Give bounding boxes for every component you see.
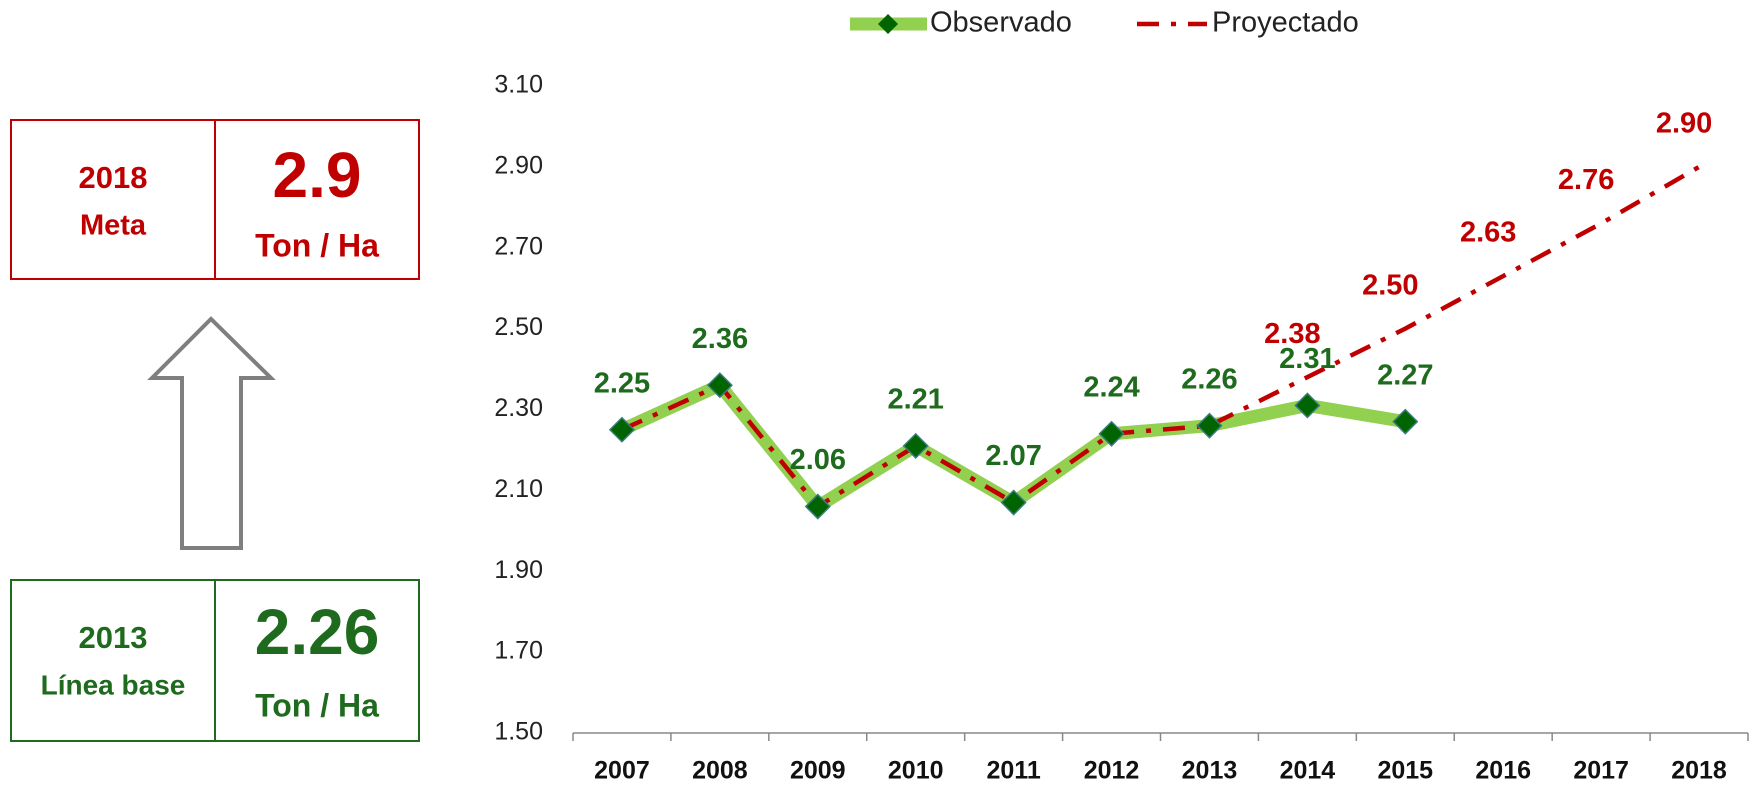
- projected-label: 2.50: [1362, 269, 1418, 301]
- baseline-box: 2013 Línea base 2.26 Ton / Ha: [10, 579, 420, 742]
- x-tick-label: 2010: [888, 757, 944, 785]
- x-tick-label: 2018: [1671, 757, 1727, 785]
- observed-label: 2.26: [1181, 363, 1237, 395]
- goal-box: 2018 Meta 2.9 Ton / Ha: [10, 119, 420, 280]
- y-tick-label: 2.10: [494, 475, 543, 503]
- x-tick-label: 2008: [692, 757, 748, 785]
- observed-label: 2.07: [985, 440, 1041, 472]
- baseline-value: 2.26: [255, 596, 380, 668]
- baseline-label: Línea base: [41, 669, 186, 700]
- x-tick-label: 2007: [594, 757, 650, 785]
- observed-marker: [1098, 420, 1125, 447]
- projected-label: 2.90: [1656, 108, 1712, 140]
- y-tick-label: 2.90: [494, 151, 543, 179]
- x-tick-label: 2013: [1182, 757, 1238, 785]
- observed-label: 2.31: [1279, 343, 1335, 375]
- legend-label: Proyectado: [1212, 7, 1359, 39]
- observed-label: 2.25: [594, 367, 650, 399]
- y-tick-label: 2.30: [494, 394, 543, 422]
- goal-unit: Ton / Ha: [255, 227, 379, 263]
- observed-marker: [1000, 489, 1027, 516]
- observed-marker: [902, 432, 929, 459]
- y-tick-label: 1.90: [494, 556, 543, 584]
- observed-marker: [804, 493, 831, 520]
- x-tick-label: 2016: [1475, 757, 1531, 785]
- goal-label: Meta: [80, 210, 147, 242]
- observed-label: 2.24: [1083, 371, 1139, 403]
- observed-marker: [608, 416, 636, 443]
- arrow: [147, 316, 276, 550]
- x-tick-label: 2012: [1084, 757, 1140, 785]
- x-tick-label: 2015: [1377, 757, 1433, 785]
- x-tick-label: 2011: [987, 757, 1041, 785]
- y-tick-label: 3.10: [494, 71, 543, 99]
- y-tick-label: 1.50: [494, 718, 543, 746]
- projected-label: 2.38: [1264, 318, 1320, 350]
- observed-marker: [1294, 392, 1321, 419]
- projected-label: 2.63: [1460, 217, 1516, 249]
- observed-label: 2.36: [692, 323, 748, 355]
- observed-marker: [1392, 408, 1419, 435]
- observed-label: 2.06: [790, 444, 846, 476]
- legend-marker: [878, 14, 898, 34]
- observed-marker: [1196, 412, 1223, 439]
- baseline-unit: Ton / Ha: [255, 687, 379, 723]
- x-tick-label: 2014: [1280, 757, 1336, 785]
- y-tick-label: 2.50: [494, 313, 543, 341]
- chart: 1.50 1.70 1.90 2.10 2.30 2.50 2.70 2.90 3.10 2007…: [494, 7, 1749, 785]
- y-tick-label: 2.70: [494, 232, 543, 260]
- projected-label: 2.76: [1558, 164, 1614, 196]
- x-tick-label: 2017: [1573, 757, 1629, 785]
- goal-year: 2018: [79, 160, 148, 195]
- goal-value: 2.9: [273, 139, 362, 211]
- x-tick-label: 2009: [790, 757, 846, 785]
- observed-label: 2.27: [1377, 359, 1433, 391]
- y-tick-label: 1.70: [494, 637, 543, 665]
- observed-marker: [706, 372, 733, 399]
- baseline-year: 2013: [79, 620, 148, 655]
- legend-label: Observado: [930, 7, 1072, 39]
- projected-line: [621, 164, 1701, 510]
- observed-label: 2.21: [887, 384, 943, 416]
